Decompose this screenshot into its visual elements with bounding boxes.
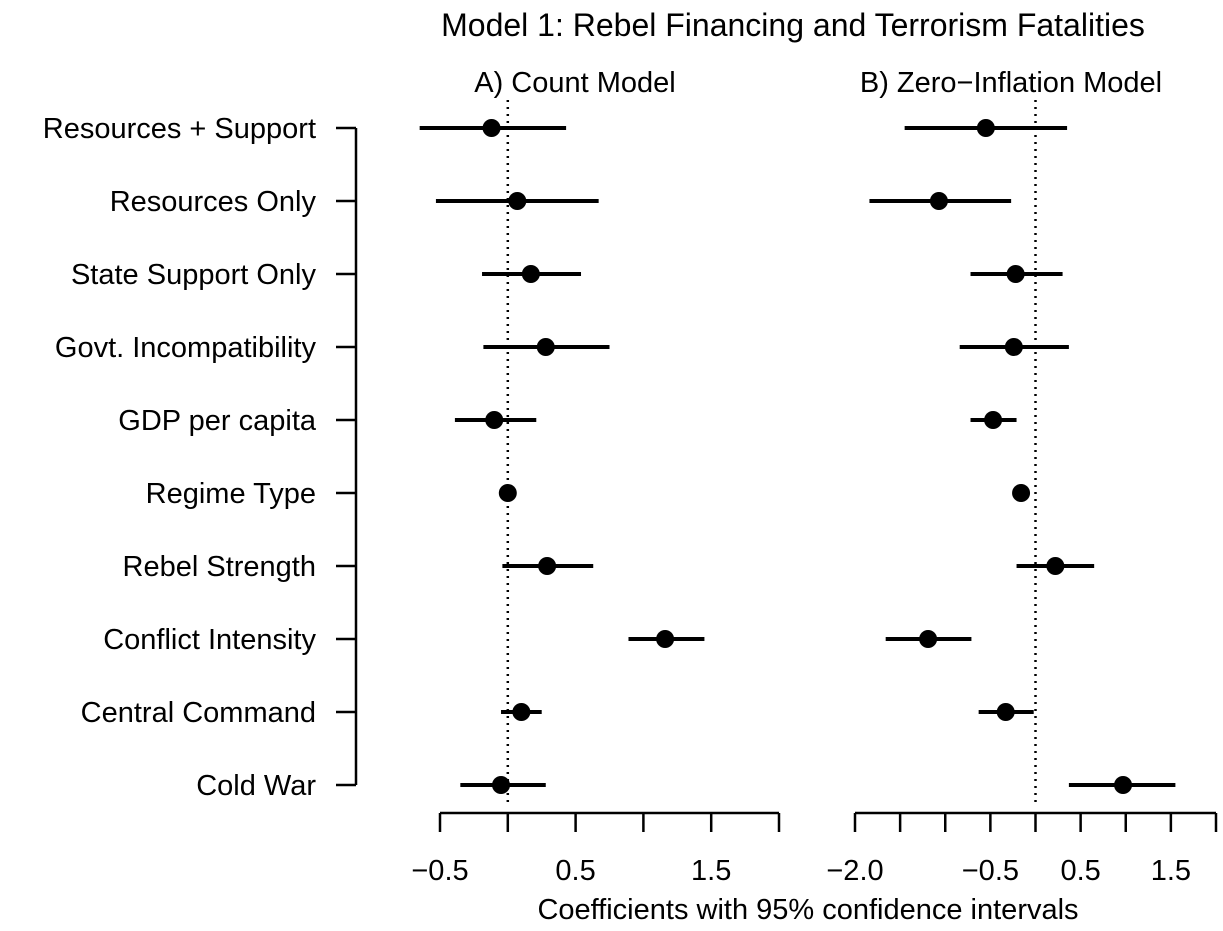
point-estimate [1006,265,1025,283]
point-estimate [498,484,517,502]
x-tick-label: 1.5 [691,855,731,887]
y-tick-label: Resources + Support [43,113,316,145]
y-tick-label: Rebel Strength [123,551,316,583]
x-tick-label: 1.5 [1151,855,1191,887]
panel-title: A) Count Model [474,67,676,99]
point-estimate [536,338,555,356]
y-tick-label: Regime Type [146,478,316,510]
x-axis-label: Coefficients with 95% confidence interva… [537,894,1078,926]
point-estimate [512,703,531,721]
point-estimate [1114,776,1133,794]
point-estimate [485,411,504,429]
y-tick-label: Resources Only [110,186,317,218]
x-tick-label: 0.5 [1060,855,1100,887]
point-estimate [929,192,948,210]
point-estimate [984,411,1003,429]
y-tick-label: Conflict Intensity [103,624,316,656]
point-estimate [492,776,511,794]
point-estimate [508,192,527,210]
chart-title: Model 1: Rebel Financing and Terrorism F… [441,7,1145,43]
point-estimate [482,119,501,137]
point-estimate [1012,484,1031,502]
point-estimate [656,630,675,648]
panel-count-model: A) Count Model −0.5 0.5 1.5 [411,67,781,887]
point-estimate [521,265,540,283]
point-estimate [538,557,557,575]
y-tick-label: State Support Only [71,259,317,291]
point-estimate [919,630,938,648]
x-tick-label: −0.5 [411,855,468,887]
y-tick-label: Cold War [196,770,316,802]
panel-title: B) Zero−Inflation Model [860,67,1162,99]
y-tick-label: Central Command [81,697,316,729]
point-estimate [996,703,1015,721]
x-tick-label: −2.0 [826,855,883,887]
y-axis: Resources + Support Resources Only State S… [43,113,358,802]
x-tick-label: −0.5 [962,855,1019,887]
point-estimate [1004,338,1023,356]
y-tick-label: GDP per capita [118,405,317,437]
point-estimate [1046,557,1065,575]
y-tick-label: Govt. Incompatibility [55,332,317,364]
x-tick-label: 0.5 [555,855,595,887]
panel-zero-inflation-model: B) Zero−Inflation Model −2.0 −0.5 0.5 1.5 [826,67,1218,887]
point-estimate [976,119,995,137]
